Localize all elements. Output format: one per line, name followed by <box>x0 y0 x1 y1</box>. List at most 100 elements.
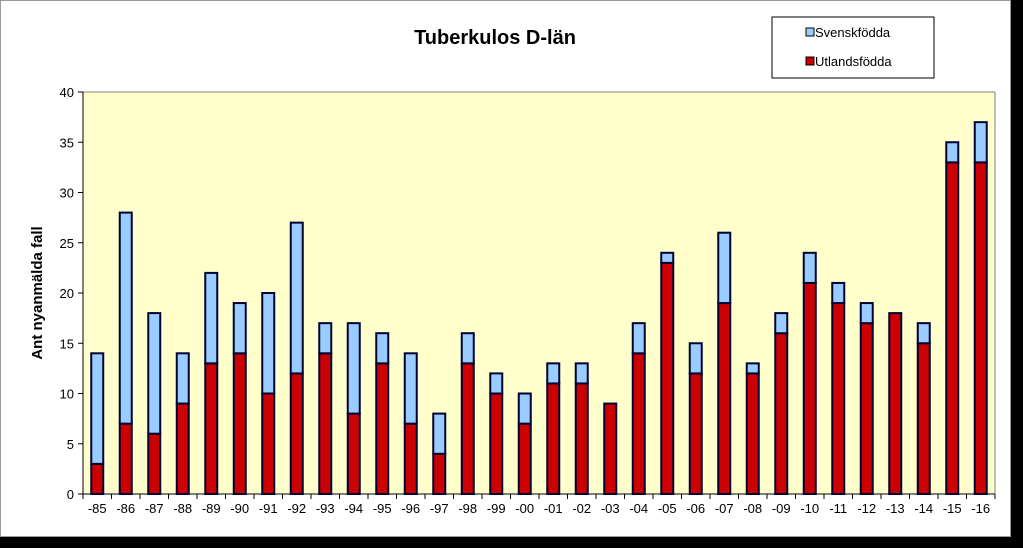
y-axis: 0 5 10 15 20 25 30 35 40 <box>60 85 84 502</box>
bar-segment-utlandsfodda <box>289 372 304 495</box>
x-tick-label: -93 <box>316 501 335 516</box>
x-tick-label: -10 <box>800 501 819 516</box>
bar-segment-svenskfodda <box>745 362 760 375</box>
bar-segment-svenskfodda <box>660 251 675 264</box>
plot-area <box>82 91 996 495</box>
bar-segment-svenskfodda <box>916 322 931 345</box>
bar-segment-utlandsfodda <box>346 412 361 496</box>
x-tick-label: -14 <box>914 501 933 516</box>
bar-segment-utlandsfodda <box>888 312 903 495</box>
x-axis: -85 -86 -87 -88 -89 -90 -91 -92 -93 -94 -95 -96 -97-… <box>82 493 996 516</box>
bar-segment-svenskfodda <box>945 141 960 164</box>
x-tick-label: -87 <box>145 501 164 516</box>
bar-segment-svenskfodda <box>859 302 874 325</box>
y-tick-label: 40 <box>60 85 74 100</box>
y-axis-label: Ant nyanmälda fall <box>29 226 46 359</box>
bar-segment-utlandsfodda <box>631 352 646 495</box>
bar-segment-svenskfodda <box>403 352 418 425</box>
bar-segment-utlandsfodda <box>973 161 988 495</box>
x-tick-label: -02 <box>572 501 591 516</box>
bar-segment-svenskfodda <box>175 352 190 405</box>
bar-segment-utlandsfodda <box>175 402 190 495</box>
x-tick-label: -12 <box>857 501 876 516</box>
bar-segment-utlandsfodda <box>460 362 475 495</box>
bar-segment-svenskfodda <box>460 332 475 365</box>
x-tick-label: -98 <box>458 501 477 516</box>
x-tick-label: -86 <box>116 501 135 516</box>
bar-segment-utlandsfodda <box>403 422 418 495</box>
bar-segment-svenskfodda <box>688 342 703 375</box>
x-tick-label: -01 <box>544 501 563 516</box>
bar-chart: Tuberkulos D-län Ant nyanmälda fall 0 5 10… <box>29 16 996 516</box>
x-tick-label: -00 <box>515 501 534 516</box>
y-tick-label: 15 <box>60 336 74 351</box>
x-tick-label: -88 <box>173 501 192 516</box>
bar-segment-utlandsfodda <box>859 322 874 495</box>
x-tick-label: -89 <box>202 501 221 516</box>
bar-segment-svenskfodda <box>432 412 447 455</box>
bar-segment-utlandsfodda <box>118 422 133 495</box>
bar-segment-svenskfodda <box>489 372 504 395</box>
x-tick-label: -07 <box>715 501 734 516</box>
bar-segment-svenskfodda <box>717 231 732 305</box>
y-tick-label: 10 <box>60 387 74 402</box>
x-tick-label: -15 <box>943 501 962 516</box>
x-tick-label: -96 <box>401 501 420 516</box>
legend-box <box>771 16 935 79</box>
bar-segment-svenskfodda <box>261 292 276 395</box>
legend-label-svenskfodda: Svenskfödda <box>815 25 891 40</box>
bar-segment-svenskfodda <box>517 392 532 425</box>
y-tick-label: 35 <box>60 135 74 150</box>
bar-segment-utlandsfodda <box>945 161 960 495</box>
chart-title: Tuberkulos D-län <box>414 27 576 49</box>
legend: Svenskfödda Utlandsfödda <box>771 16 935 79</box>
y-tick-label: 0 <box>67 487 74 502</box>
bar-segment-svenskfodda <box>574 362 589 385</box>
bar-segment-svenskfodda <box>346 322 361 415</box>
bar-segment-utlandsfodda <box>574 382 589 496</box>
bar-segment-svenskfodda <box>831 281 846 305</box>
x-tick-label: -09 <box>772 501 791 516</box>
bar-segment-utlandsfodda <box>546 382 561 496</box>
bar-segment-svenskfodda <box>546 362 561 385</box>
bar-segment-utlandsfodda <box>204 362 219 495</box>
bar-segment-utlandsfodda <box>318 352 333 495</box>
bar-segment-svenskfodda <box>318 322 333 355</box>
bar-segment-utlandsfodda <box>375 362 390 495</box>
x-tick-label: -90 <box>230 501 249 516</box>
bar-segment-svenskfodda <box>375 332 390 365</box>
bar-segment-svenskfodda <box>204 271 219 365</box>
bar-segment-utlandsfodda <box>432 452 447 495</box>
x-tick-label: -08 <box>743 501 762 516</box>
x-tick-label: -92 <box>287 501 306 516</box>
bar-segment-utlandsfodda <box>688 372 703 495</box>
x-tick-label: -85 <box>88 501 107 516</box>
x-tick-label: -13 <box>886 501 905 516</box>
x-tick-label: -97 <box>430 501 449 516</box>
legend-label-utlandsfodda: Utlandsfödda <box>815 54 892 69</box>
bar-segment-svenskfodda <box>973 121 988 164</box>
bar-segment-svenskfodda <box>802 251 817 284</box>
bar-segment-utlandsfodda <box>831 302 846 495</box>
bar-segment-utlandsfodda <box>517 422 532 495</box>
x-tick-label: -95 <box>373 501 392 516</box>
chart-frame: Tuberkulos D-län Ant nyanmälda fall 0 5 10… <box>0 0 1011 537</box>
x-tick-label: -03 <box>601 501 620 516</box>
x-tick-label: -06 <box>686 501 705 516</box>
y-tick-label: 20 <box>60 286 74 301</box>
x-tick-label: -05 <box>658 501 677 516</box>
bar-segment-utlandsfodda <box>745 372 760 495</box>
bar-segment-utlandsfodda <box>774 332 789 496</box>
bar-segment-utlandsfodda <box>489 392 504 495</box>
y-tick-label: 5 <box>67 437 74 452</box>
bar-segment-svenskfodda <box>774 312 789 335</box>
x-tick-label: -91 <box>259 501 278 516</box>
bar-segment-utlandsfodda <box>147 432 162 496</box>
bar-segment-svenskfodda <box>631 322 646 355</box>
bar-segment-utlandsfodda <box>717 302 732 495</box>
y-tick-label: 30 <box>60 186 74 201</box>
bar-segment-svenskfodda <box>147 312 162 435</box>
legend-swatch-utlandsfodda <box>805 56 815 66</box>
y-tick-label: 25 <box>60 236 74 251</box>
bar-segment-svenskfodda <box>289 221 304 375</box>
